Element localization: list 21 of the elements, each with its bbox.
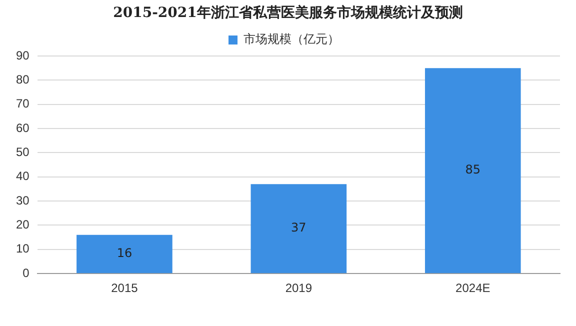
y-tick-label: 70 <box>16 96 30 111</box>
y-tick-label: 40 <box>16 169 30 184</box>
x-tick-label: 2024E <box>456 281 490 296</box>
bar <box>250 184 347 274</box>
chart-title: 2015-2021年浙江省私营医美服务市场规模统计及预测 <box>112 4 464 23</box>
y-tick-label: 30 <box>16 193 30 208</box>
bar <box>424 68 521 274</box>
y-tick-label: 60 <box>16 120 30 135</box>
legend-label: 市场规模（亿元） <box>244 32 340 46</box>
y-tick-label: 10 <box>16 242 30 256</box>
y-tick-label: 50 <box>16 145 30 160</box>
y-tick-label: 0 <box>22 266 30 280</box>
y-tick-label: 80 <box>16 72 30 86</box>
y-tick-label: 20 <box>16 218 30 232</box>
y-tick-label: 90 <box>16 48 30 62</box>
x-tick-label: 2015 <box>111 281 138 296</box>
bar <box>76 234 172 274</box>
x-tick-label: 2019 <box>285 281 312 296</box>
data-label: 37 <box>291 220 306 235</box>
data-label: 16 <box>116 246 132 260</box>
data-label: 85 <box>465 162 481 177</box>
